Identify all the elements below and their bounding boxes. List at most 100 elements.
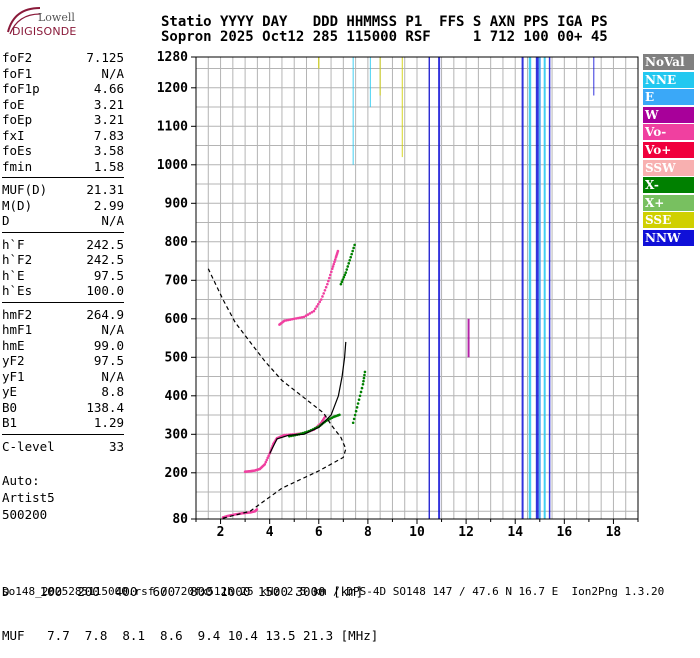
param-row: yF1 N/A xyxy=(2,369,124,385)
param-row: foEs 3.58 xyxy=(2,143,124,159)
echo-point xyxy=(306,313,310,316)
echo-point xyxy=(353,243,356,247)
param-value: N/A xyxy=(101,322,124,337)
param-label: B1 xyxy=(2,415,18,430)
param-label: hmF1 xyxy=(2,322,33,337)
echo-point xyxy=(290,317,294,321)
param-label: B0 xyxy=(2,399,18,415)
echo-point xyxy=(294,317,298,320)
echo-point xyxy=(315,305,319,308)
auto-label: Auto: xyxy=(2,473,40,488)
echo-point xyxy=(288,318,292,321)
echo-point xyxy=(298,316,302,319)
param-value: 4.66 xyxy=(93,81,124,96)
echo-point xyxy=(323,289,327,292)
echo-point xyxy=(314,307,317,311)
legend-item-e: E xyxy=(643,89,694,106)
autoscaling-info: Auto: Artist5 500200 xyxy=(2,472,55,523)
legend-item-noval: NoVal xyxy=(643,54,694,70)
scaled-parameters-panel: foF2 7.125 foF1 N/A foF1p 4.66 foE 3.21 foEp 3.21… xyxy=(2,50,124,454)
param-row: hmE 99.0 xyxy=(2,338,124,354)
echo-point xyxy=(352,246,355,250)
param-label: hmE xyxy=(2,337,25,353)
param-label: D xyxy=(2,213,10,228)
param-value: 264.9 xyxy=(86,306,124,322)
legend-item-ssw: SSW xyxy=(643,159,694,176)
x-tick-label: 4 xyxy=(266,525,274,540)
file-info-footer: so148_2025285115000.rsf / 720fx512h 25 k… xyxy=(2,585,665,598)
echo-point xyxy=(321,295,324,298)
legend-item-nnw: NNW xyxy=(643,229,694,246)
param-row: h`E 97.5 xyxy=(2,268,124,284)
logo-lowell-text: Lowell xyxy=(38,11,75,24)
echo-point xyxy=(338,413,341,417)
param-row: B0 138.4 xyxy=(2,400,124,416)
param-label: hmF2 xyxy=(2,306,33,322)
echo-point xyxy=(263,463,267,466)
x-tick-label: 18 xyxy=(606,525,622,540)
param-value: 8.8 xyxy=(101,384,124,399)
param-label: h`Es xyxy=(2,283,33,298)
echo-point xyxy=(358,394,362,398)
echo-point xyxy=(283,319,286,323)
echo-point xyxy=(354,409,358,413)
echo-point xyxy=(344,271,348,274)
params-separator xyxy=(2,177,124,178)
x-tick-label: 8 xyxy=(364,525,372,540)
legend-item-x: X+ xyxy=(643,194,694,211)
x-tick-label: 12 xyxy=(458,525,474,540)
muf-distance-row: D 100 200 400 600 800 1000 1500 3000 [km… xyxy=(2,584,364,599)
echo-point xyxy=(266,456,270,460)
param-value: 33 xyxy=(108,438,124,454)
echo-point xyxy=(292,317,296,321)
param-row: yF2 97.5 xyxy=(2,353,124,369)
param-row: hmF1 N/A xyxy=(2,322,124,338)
param-value: N/A xyxy=(101,368,124,384)
params-separator xyxy=(2,301,124,303)
param-label: foF1p xyxy=(2,81,40,96)
param-row: foF1 N/A xyxy=(2,66,124,82)
params-separator xyxy=(2,433,124,435)
param-row: foE 3.21 xyxy=(2,97,124,113)
true-height-profile xyxy=(207,268,347,519)
echo-point xyxy=(340,280,344,284)
param-value: N/A xyxy=(101,213,124,228)
param-label: M(D) xyxy=(2,197,33,213)
echo-point xyxy=(348,258,352,262)
param-value: 97.5 xyxy=(93,353,124,368)
param-value: 21.31 xyxy=(86,182,124,197)
legend-item-sse: SSE xyxy=(643,212,694,229)
param-row: foEp 3.21 xyxy=(2,112,124,128)
echo-point xyxy=(333,260,336,264)
echo-point xyxy=(319,298,323,301)
ionogram-plot: 80 200 300 400 500 600 700 800 900 1000 1100 1200 12… xyxy=(157,50,639,540)
params-separator xyxy=(2,231,124,233)
echo-point xyxy=(328,276,331,280)
y-tick-label: 900 xyxy=(165,196,189,211)
param-row: h`Es 100.0 xyxy=(2,283,124,299)
legend-item-vo: Vo+ xyxy=(643,141,694,158)
param-label: fxI xyxy=(2,127,25,143)
echo-point xyxy=(302,315,306,319)
echo-point xyxy=(304,314,308,318)
echo-point xyxy=(324,285,328,289)
echo-point xyxy=(267,454,270,458)
param-value: 242.5 xyxy=(86,236,124,252)
echo-point xyxy=(343,273,347,277)
auto-code: 500200 xyxy=(2,507,48,522)
echo-point xyxy=(312,309,316,313)
header-values: Sopron 2025 Oct12 285 115000 RSF 1 712 1… xyxy=(161,29,608,45)
x-tick-label: 10 xyxy=(409,525,425,540)
param-label: foF2 xyxy=(2,50,33,65)
param-label: foF1 xyxy=(2,65,33,81)
param-row: M(D) 2.99 xyxy=(2,198,124,214)
echo-point xyxy=(351,421,355,425)
y-tick-label: 800 xyxy=(165,235,189,250)
param-value: 3.58 xyxy=(93,143,124,158)
echo-point xyxy=(332,262,336,266)
echo-point xyxy=(349,255,353,259)
y-tick-label: 1000 xyxy=(157,158,188,173)
param-row: MUF(D) 21.31 xyxy=(2,182,124,198)
echo-point xyxy=(285,319,288,322)
param-label: C-level xyxy=(2,438,55,454)
